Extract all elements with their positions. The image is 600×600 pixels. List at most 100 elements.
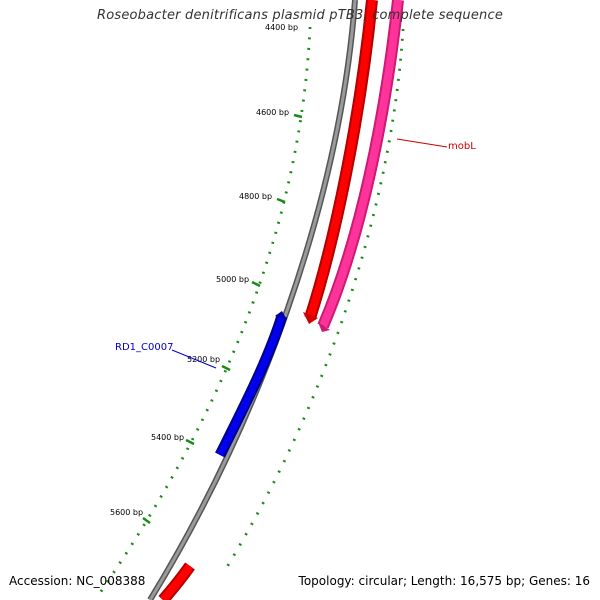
- tick-label-4600: 4600 bp: [256, 108, 289, 117]
- outer-minor-tick: [324, 363, 328, 367]
- outer-minor-tick: [385, 150, 389, 154]
- inner-minor-tick: [124, 551, 129, 555]
- gene-mobL-arrow[interactable]: [317, 0, 404, 332]
- outer-minor-tick: [347, 299, 351, 303]
- inner-minor-tick: [142, 523, 146, 527]
- inner-minor-tick: [264, 261, 269, 265]
- inner-minor-tick: [295, 140, 299, 143]
- inner-minor-tick: [289, 170, 293, 174]
- inner-minor-tick: [180, 456, 185, 460]
- outer-minor-tick: [272, 480, 276, 484]
- inner-minor-tick: [268, 251, 272, 255]
- inner-minor-tick: [99, 589, 104, 593]
- outer-minor-tick: [261, 501, 265, 505]
- outer-minor-tick: [336, 331, 340, 335]
- inner-minor-tick: [210, 398, 214, 403]
- outer-minor-tick: [297, 427, 301, 431]
- outer-minor-tick: [353, 277, 358, 281]
- outer-minor-tick: [226, 563, 230, 567]
- gene-label-mobL[interactable]: mobL: [448, 141, 476, 152]
- tick-label-5600: 5600 bp: [110, 508, 143, 517]
- inner-minor-tick: [227, 360, 232, 364]
- inner-minor-tick: [247, 310, 252, 314]
- inner-minor-tick: [153, 504, 158, 508]
- outer-minor-tick: [381, 171, 385, 174]
- outer-minor-tick: [383, 161, 387, 164]
- outer-minor-tick: [277, 470, 281, 474]
- outer-minor-tick: [363, 245, 367, 249]
- outer-minor-tick: [315, 385, 320, 389]
- tick-label-4400: 4400 bp: [265, 23, 298, 32]
- inner-minor-tick: [274, 231, 278, 235]
- outer-minor-tick: [371, 213, 376, 217]
- inner-minor-tick: [200, 418, 205, 422]
- red-track-top: [303, 0, 378, 324]
- inner-minor-tick: [291, 160, 295, 164]
- outer-minor-tick: [238, 542, 242, 547]
- topology-summary: Topology: circular; Length: 16,575 bp; G…: [298, 574, 590, 588]
- outer-minor-tick: [320, 374, 324, 378]
- inner-minor-tick: [164, 485, 169, 489]
- inner-minor-tick: [223, 369, 227, 373]
- outer-minor-tick: [292, 438, 297, 442]
- inner-minor-tick: [214, 389, 219, 393]
- tick-label-5200: 5200 bp: [187, 355, 220, 364]
- gene-label-RD1_C0007[interactable]: RD1_C0007: [115, 342, 173, 353]
- outer-minor-tick: [360, 256, 364, 260]
- outer-minor-tick: [328, 352, 332, 356]
- inner-minor-tick: [170, 475, 174, 479]
- inner-minor-tick: [175, 466, 180, 470]
- tick-label-5400: 5400 bp: [151, 433, 184, 442]
- inner-minor-tick: [293, 150, 297, 154]
- inner-minor-tick: [287, 181, 291, 184]
- inner-minor-tick: [243, 320, 248, 324]
- inner-minor-tick: [254, 291, 259, 295]
- inner-minor-tick: [258, 281, 262, 285]
- inner-minor-tick: [279, 211, 283, 214]
- accession-label: Accession: NC_008388: [9, 574, 146, 588]
- outer-minor-tick: [244, 532, 248, 536]
- outer-tick-track: [226, 28, 405, 567]
- inner-minor-tick: [159, 494, 163, 499]
- outer-minor-tick: [311, 395, 315, 399]
- inner-minor-tick: [190, 437, 195, 441]
- backbone: [147, 0, 358, 600]
- inner-minor-tick: [261, 271, 266, 275]
- outer-minor-tick: [287, 448, 292, 453]
- red-gene-bottom: [158, 562, 195, 600]
- outer-minor-tick: [232, 553, 237, 557]
- inner-minor-tick: [297, 130, 301, 133]
- outer-minor-tick: [302, 417, 306, 421]
- outer-minor-tick: [255, 511, 260, 516]
- mobL-leader-line: [396, 138, 448, 148]
- inner-minor-tick: [284, 191, 288, 194]
- inner-minor-tick: [148, 513, 152, 518]
- inner-minor-tick: [251, 301, 255, 304]
- major-ticks: [142, 113, 303, 525]
- inner-minor-tick: [112, 570, 116, 574]
- inner-minor-tick: [195, 427, 200, 431]
- outer-minor-tick: [332, 342, 336, 346]
- map-title: Roseobacter denitrificans plasmid pTB3, …: [96, 8, 504, 23]
- inner-minor-tick: [136, 532, 140, 536]
- inner-minor-tick: [130, 542, 135, 546]
- outer-minor-tick: [379, 182, 383, 185]
- inner-minor-tick: [240, 330, 244, 334]
- outer-minor-tick: [250, 522, 254, 526]
- inner-tick-track: [99, 26, 312, 593]
- inner-minor-tick: [232, 350, 236, 354]
- gene-RD1_C0007-arrow[interactable]: [215, 311, 288, 458]
- outer-minor-tick: [306, 406, 311, 410]
- inner-minor-tick: [276, 221, 281, 225]
- tick-label-4800: 4800 bp: [239, 192, 272, 201]
- outer-minor-tick: [357, 267, 361, 270]
- inner-minor-tick: [236, 340, 240, 344]
- outer-minor-tick: [266, 491, 271, 495]
- inner-minor-tick: [219, 379, 223, 383]
- outer-minor-tick: [343, 309, 347, 313]
- outer-minor-tick: [339, 320, 344, 324]
- outer-minor-tick: [282, 459, 287, 463]
- outer-minor-tick: [369, 224, 373, 227]
- outer-minor-tick: [350, 288, 354, 292]
